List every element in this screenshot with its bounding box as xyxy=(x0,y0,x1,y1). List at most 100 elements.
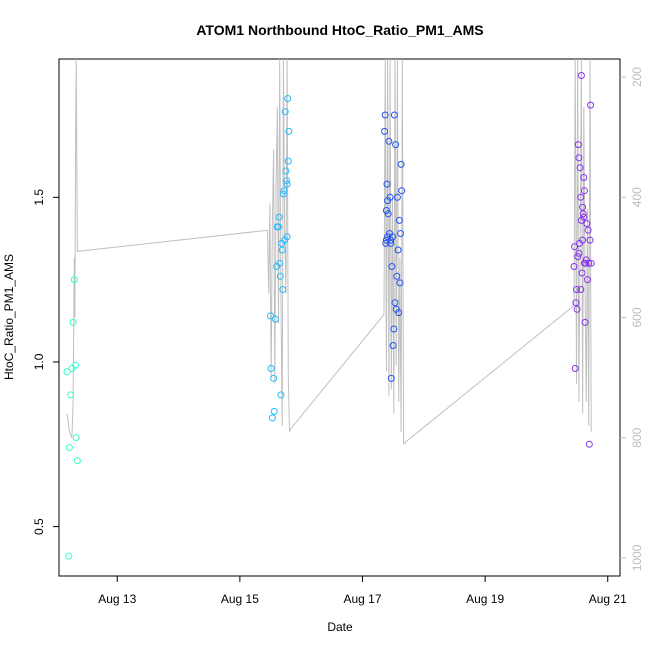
data-point-s2-29 xyxy=(382,207,390,214)
data-point-s2-27 xyxy=(397,160,405,168)
data-point-s2-23 xyxy=(395,309,403,317)
data-point-s3-21 xyxy=(583,220,591,228)
data-point-s1-10 xyxy=(276,259,284,267)
data-point-s2-7 xyxy=(385,137,393,145)
data-point-s3-0 xyxy=(570,263,578,270)
data-point-s3-22 xyxy=(584,276,591,284)
data-point-s3-1 xyxy=(571,243,579,251)
data-point-s1-4 xyxy=(270,407,278,415)
data-point-s3-18 xyxy=(581,318,589,326)
data-point-s1-15 xyxy=(279,286,287,293)
data-point-s2-2 xyxy=(382,239,390,247)
data-point-s1-22 xyxy=(283,233,291,241)
data-point-s3-5 xyxy=(573,305,581,313)
data-point-s2-11 xyxy=(387,374,395,382)
data-point-s1-26 xyxy=(283,180,291,188)
data-point-s1-8 xyxy=(275,223,282,231)
data-point-s3-27 xyxy=(587,101,595,109)
data-point-s2-10 xyxy=(387,239,395,247)
data-point-s3-13 xyxy=(578,269,586,277)
data-point-s3-28 xyxy=(587,259,595,267)
data-point-s0-8 xyxy=(73,457,81,465)
data-point-s3-11 xyxy=(577,193,585,201)
data-point-s1-23 xyxy=(284,95,292,102)
data-point-s1-17 xyxy=(280,187,288,195)
data-point-s0-1 xyxy=(65,444,73,452)
data-point-s2-26 xyxy=(397,230,404,237)
data-point-s1-9 xyxy=(275,213,283,221)
right-tick-label-3: 800 xyxy=(630,427,644,447)
data-point-s1-3 xyxy=(270,374,278,382)
data-point-s3-29 xyxy=(577,72,585,79)
data-point-layer xyxy=(63,72,595,560)
altitude-line xyxy=(66,59,592,445)
data-point-s2-28 xyxy=(398,187,406,195)
data-point-s3-2 xyxy=(571,365,579,372)
data-point-s2-21 xyxy=(393,193,401,201)
data-point-s3-14 xyxy=(579,203,587,211)
data-point-s3-10 xyxy=(576,164,584,172)
data-point-s2-13 xyxy=(389,233,396,241)
data-point-s1-19 xyxy=(281,108,289,116)
x-axis-label: Date xyxy=(327,620,353,634)
data-point-s3-17 xyxy=(580,187,588,195)
y-tick-label-0: 0.5 xyxy=(32,518,46,535)
y-axis-label: HtoC_Ratio_PM1_AMS xyxy=(2,254,16,380)
x-tick-label-4: Aug 21 xyxy=(589,592,627,606)
data-point-s2-12 xyxy=(388,263,396,270)
plot-frame xyxy=(58,58,621,577)
data-point-s3-34 xyxy=(580,259,588,267)
data-point-s3-3 xyxy=(572,299,580,307)
data-point-s2-31 xyxy=(387,236,395,244)
data-point-s1-5 xyxy=(271,315,279,323)
data-point-s1-11 xyxy=(276,272,284,280)
right-tick-label-4: 1000 xyxy=(630,544,644,571)
altitude-line-layer xyxy=(66,59,592,445)
axis-layer: Aug 13 Aug 15 Aug 17 Aug 19 Aug 21 0.5 1.0 1.5 2… xyxy=(32,67,644,606)
data-point-s1-24 xyxy=(284,157,292,165)
data-point-s3-31 xyxy=(575,249,583,257)
data-point-s3-25 xyxy=(585,440,593,448)
data-point-s1-25 xyxy=(285,127,293,135)
x-tick-label-1: Aug 15 xyxy=(221,592,259,606)
data-point-s2-4 xyxy=(383,180,391,188)
data-point-s1-20 xyxy=(282,167,290,175)
data-point-s3-16 xyxy=(580,174,588,181)
data-point-s3-7 xyxy=(574,141,582,149)
data-point-s2-20 xyxy=(393,272,401,280)
data-point-s0-5 xyxy=(70,276,78,284)
data-point-s2-9 xyxy=(386,193,394,201)
data-point-s0-0 xyxy=(63,368,71,376)
data-point-s1-2 xyxy=(268,414,276,422)
data-point-s2-0 xyxy=(381,127,389,135)
data-point-s2-16 xyxy=(390,111,398,119)
data-point-s3-6 xyxy=(574,253,582,261)
data-point-s2-18 xyxy=(392,141,400,149)
data-point-s0-6 xyxy=(72,361,80,369)
data-point-s0-2 xyxy=(67,391,75,399)
x-tick-label-3: Aug 19 xyxy=(466,592,504,606)
data-point-s2-22 xyxy=(394,246,402,254)
data-point-s2-25 xyxy=(396,279,404,287)
data-point-s2-3 xyxy=(382,236,390,244)
data-point-s3-4 xyxy=(573,286,580,293)
data-point-s3-8 xyxy=(575,154,583,162)
data-point-s1-16 xyxy=(279,190,287,198)
y-tick-label-2: 1.5 xyxy=(32,189,46,206)
data-point-s0-7 xyxy=(72,434,80,442)
data-point-s2-14 xyxy=(389,342,397,349)
data-point-s2-6 xyxy=(384,210,392,218)
data-point-s0-9 xyxy=(65,552,73,560)
data-point-s0-3 xyxy=(68,365,76,372)
data-point-s2-15 xyxy=(390,325,398,333)
data-point-s3-23 xyxy=(584,226,592,234)
data-point-s3-33 xyxy=(577,286,585,293)
data-point-s3-15 xyxy=(579,210,587,218)
x-tick-label-2: Aug 17 xyxy=(343,592,381,606)
x-tick-label-0: Aug 13 xyxy=(98,592,136,606)
data-point-s1-21 xyxy=(283,177,290,185)
data-point-s2-1 xyxy=(381,111,389,119)
chart-title: ATOM1 Northbound HtoC_Ratio_PM1_AMS xyxy=(196,22,483,38)
data-point-s2-17 xyxy=(391,299,399,307)
